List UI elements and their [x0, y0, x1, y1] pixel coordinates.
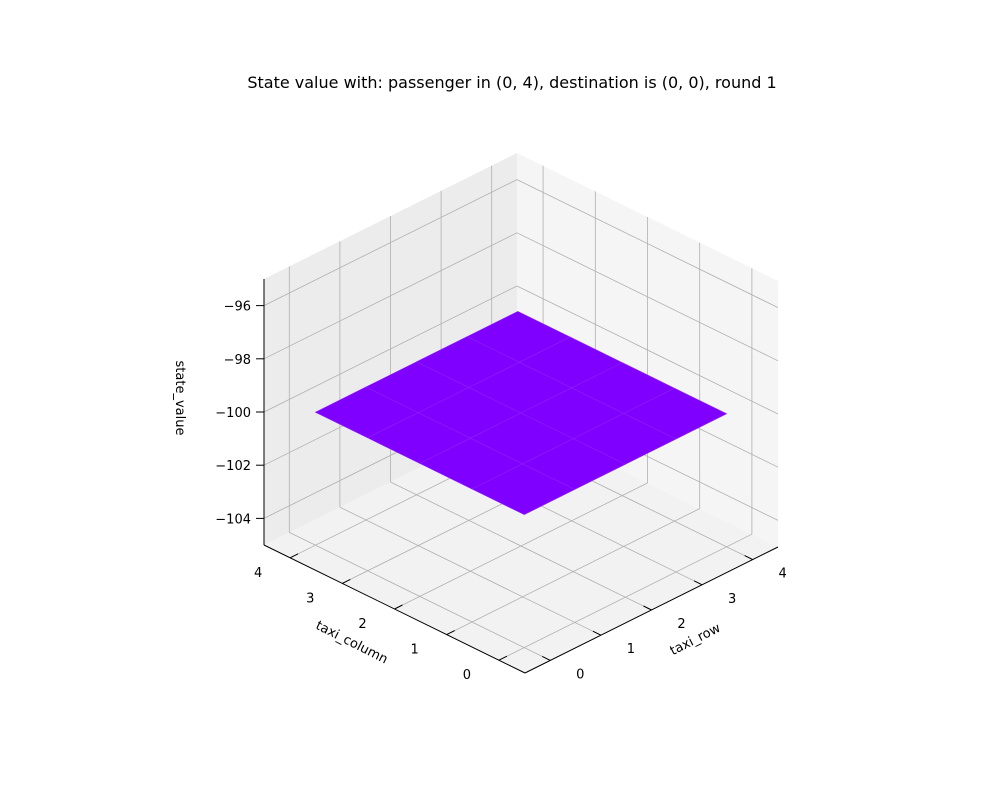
z-tick-label: −98 [224, 353, 251, 368]
y-tick-label: 3 [306, 591, 314, 606]
z-tick-label: −96 [224, 300, 251, 315]
surface-patch [466, 311, 571, 363]
wall-gridline-z [263, 285, 518, 413]
wall-gridline-z [263, 232, 518, 360]
x-tick-label: 1 [627, 642, 635, 657]
x-tick-label: 2 [677, 617, 685, 632]
x-tick-label: 3 [728, 592, 736, 607]
y-tick-mark [289, 553, 299, 559]
tick-labels: 0 1 2 3 4 0 1 2 3 4 −104 −102 −100 −98 −96 [215, 300, 787, 684]
y-tick-mark [342, 578, 351, 584]
wall-gridline-z [263, 179, 518, 306]
y-tick-mark [446, 630, 455, 636]
y-tick-mark [498, 655, 508, 661]
surface [314, 311, 728, 515]
z-tick-label: −100 [215, 406, 251, 421]
y-tick-label: 0 [463, 668, 471, 683]
chart-title: State value with: passenger in (0, 4), d… [247, 73, 776, 92]
wall-gridline-z [516, 179, 779, 308]
y-tick-label: 2 [358, 617, 366, 632]
x-tick-mark [542, 655, 551, 661]
y-axis-label: taxi_column [313, 618, 390, 667]
z-tick-label: −104 [215, 512, 251, 527]
y-tick-mark [394, 604, 403, 610]
x-tick-label: 0 [576, 667, 584, 682]
x-tick-mark [643, 605, 652, 611]
y-tick-label: 1 [411, 643, 419, 658]
x-tick-mark [744, 555, 753, 561]
x-axis-label: taxi_row [668, 621, 724, 659]
x-tick-mark [592, 630, 602, 636]
floor-gridline-y [394, 482, 648, 610]
wall-gridline-z [516, 232, 779, 362]
z-tick-label: −102 [215, 459, 251, 474]
y-tick-label: 4 [254, 566, 262, 581]
floor-gridline-y [498, 533, 753, 661]
wall-gridline-z [516, 285, 779, 415]
x-tick-mark [693, 580, 703, 586]
floor-gridline-y [446, 508, 700, 635]
x-tick-label: 4 [779, 567, 787, 582]
z-axis-label: state_value [172, 361, 187, 436]
